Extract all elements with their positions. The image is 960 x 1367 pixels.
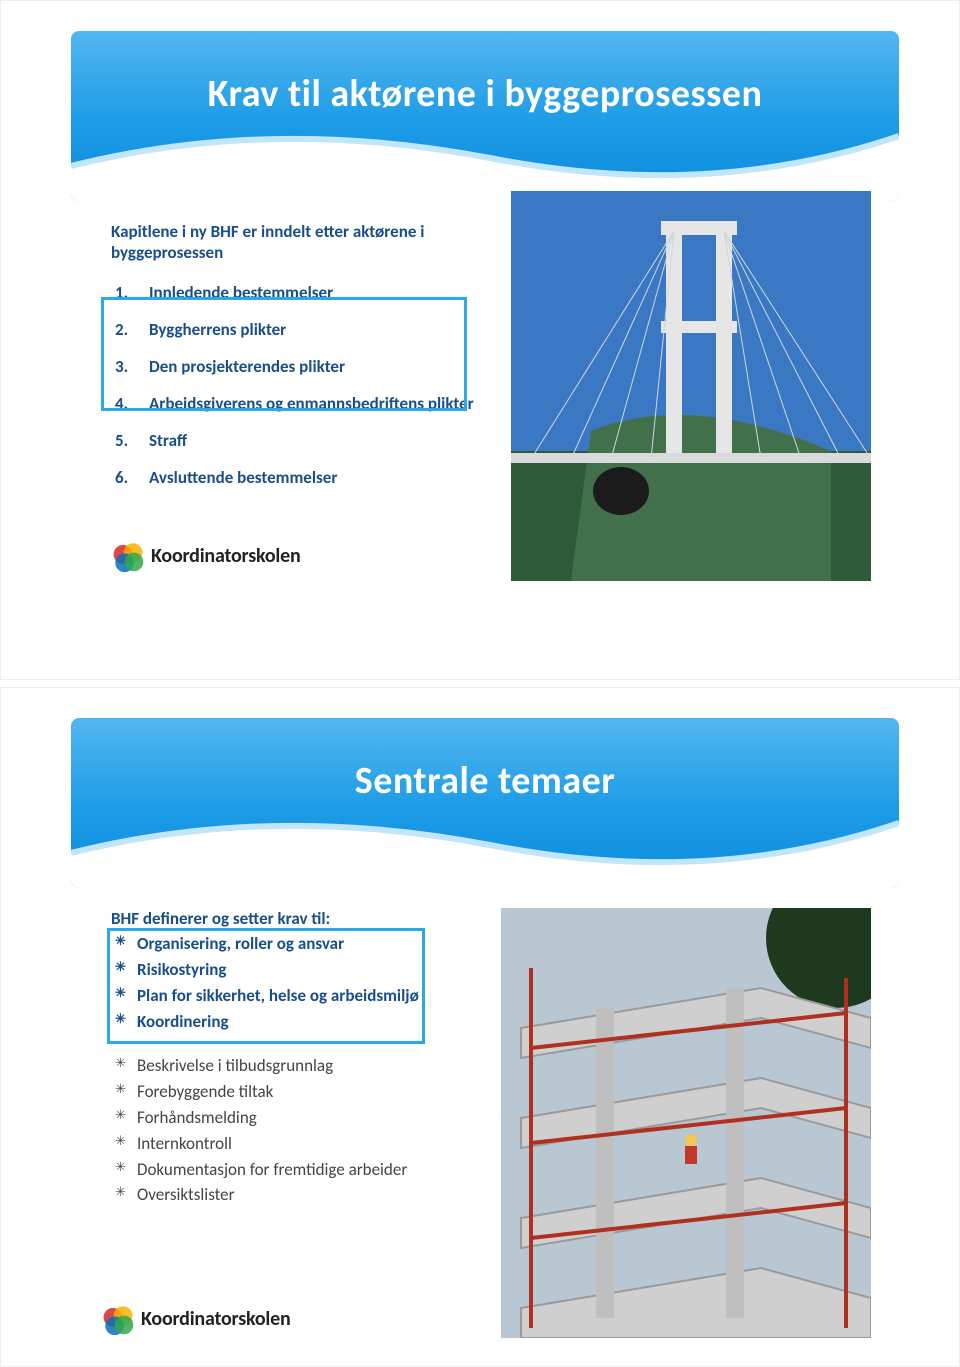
emphasized-list: Organisering, roller og ansvar Risikosty… — [111, 933, 481, 1034]
list-item: Koordinering — [111, 1011, 481, 1034]
regular-list: Beskrivelse i tilbudsgrunnlag Forebyggen… — [111, 1055, 481, 1208]
list-item: Den prosjekterendes plikter — [111, 352, 481, 382]
slide-1: Krav til aktørene i byggeprosessen Kapit… — [0, 0, 960, 680]
list-item: Dokumentasjon for fremtidige arbeider — [111, 1159, 481, 1182]
logo-mark-icon — [101, 1302, 135, 1336]
list-item: Beskrivelse i tilbudsgrunnlag — [111, 1055, 481, 1078]
logo-mark-icon — [111, 539, 145, 573]
list-item: Forebyggende tiltak — [111, 1081, 481, 1104]
list-item: Byggherrens plikter — [111, 315, 481, 345]
intro-text: BHF definerer og setter krav til: — [111, 908, 481, 929]
list-item: Straff — [111, 426, 481, 456]
band-wave — [71, 803, 899, 888]
list-item: Oversiktslister — [111, 1184, 481, 1207]
slide-content: BHF definerer og setter krav til: Organi… — [111, 908, 889, 1326]
list-item: Avsluttende bestemmelser — [111, 463, 481, 493]
slide-divider — [0, 680, 960, 687]
slide-content: Kapitlene i ny BHF er inndelt etter aktø… — [111, 221, 889, 639]
slide-image — [501, 908, 871, 1338]
list-item: Arbeidsgiverens og enmannsbedriftens pli… — [111, 389, 481, 419]
logo-text: Koordinatorskolen — [141, 1307, 290, 1331]
chapter-list: Innledende bestemmelser Byggherrens plik… — [111, 278, 481, 494]
list-item: Internkontroll — [111, 1133, 481, 1156]
slide-2: Sentrale temaer BHF definerer og setter … — [0, 687, 960, 1367]
slide-title: Sentrale temaer — [71, 758, 899, 804]
list-item: Innledende bestemmelser — [111, 278, 481, 308]
list-item: Organisering, roller og ansvar — [111, 933, 481, 956]
intro-text: Kapitlene i ny BHF er inndelt etter aktø… — [111, 221, 481, 264]
logo: Koordinatorskolen — [111, 539, 300, 573]
logo-text: Koordinatorskolen — [151, 544, 300, 568]
list-item: Forhåndsmelding — [111, 1107, 481, 1130]
slide-title: Krav til aktørene i byggeprosessen — [71, 71, 899, 117]
left-column: BHF definerer og setter krav til: Organi… — [111, 908, 481, 1207]
logo: Koordinatorskolen — [101, 1302, 290, 1336]
list-item: Plan for sikkerhet, helse og arbeidsmilj… — [111, 985, 481, 1008]
band-wave — [71, 116, 899, 201]
slide-image — [511, 191, 871, 581]
left-column: Kapitlene i ny BHF er inndelt etter aktø… — [111, 221, 481, 500]
list-item: Risikostyring — [111, 959, 481, 982]
